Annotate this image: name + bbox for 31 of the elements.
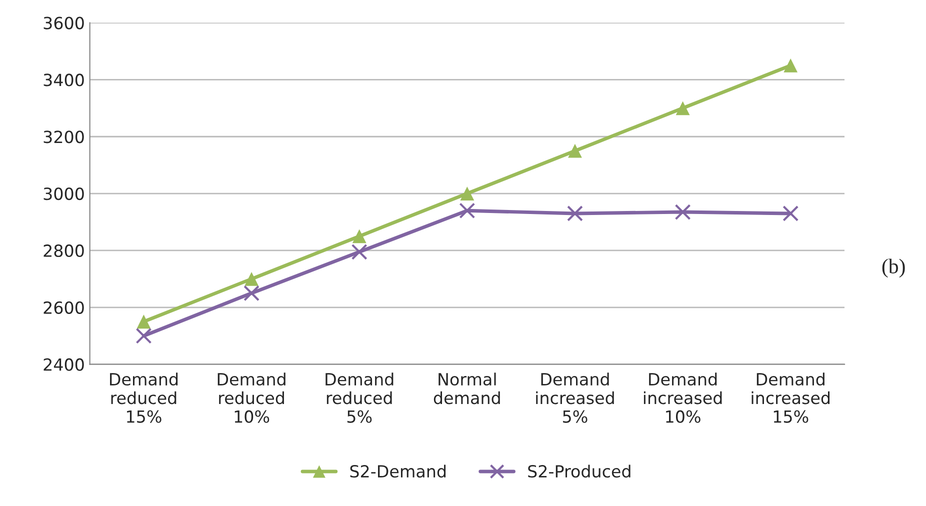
point (674, 204, 691, 220)
point (566, 205, 583, 222)
x-tick-label: Demand increased 15% (752, 372, 830, 423)
y-tick-label: 2800 (44, 244, 84, 258)
point (676, 101, 690, 116)
point (459, 202, 476, 219)
point (352, 229, 366, 244)
y-tick-label: 3200 (44, 130, 84, 144)
point (136, 314, 151, 329)
x-tick-label: Demand increased 5% (536, 372, 614, 423)
y-tick-label: 3000 (44, 188, 84, 200)
point (351, 244, 368, 260)
point (782, 205, 799, 222)
x-tick-label: Demand increased 10% (644, 372, 722, 423)
point (244, 285, 260, 302)
y-tick-label: 2400 (44, 358, 84, 371)
x-tick-label: Demand reduced 10% (218, 372, 286, 423)
legend-label: S2-Produced (528, 464, 630, 478)
y-tick-label: 3400 (44, 74, 84, 86)
y-tick-label: 2600 (44, 301, 84, 314)
point (460, 186, 474, 200)
point (244, 272, 258, 286)
point (784, 58, 798, 72)
y-tick-label: 3600 (44, 16, 84, 30)
x-tick-label: Normal demand (434, 372, 500, 404)
point (136, 328, 152, 344)
text: (b) (882, 258, 905, 278)
x-tick-label: Demand reduced 5% (326, 372, 394, 423)
legend-label: S2-Demand (350, 464, 446, 478)
point (568, 144, 582, 158)
x-tick-label: Demand reduced 15% (110, 372, 178, 423)
